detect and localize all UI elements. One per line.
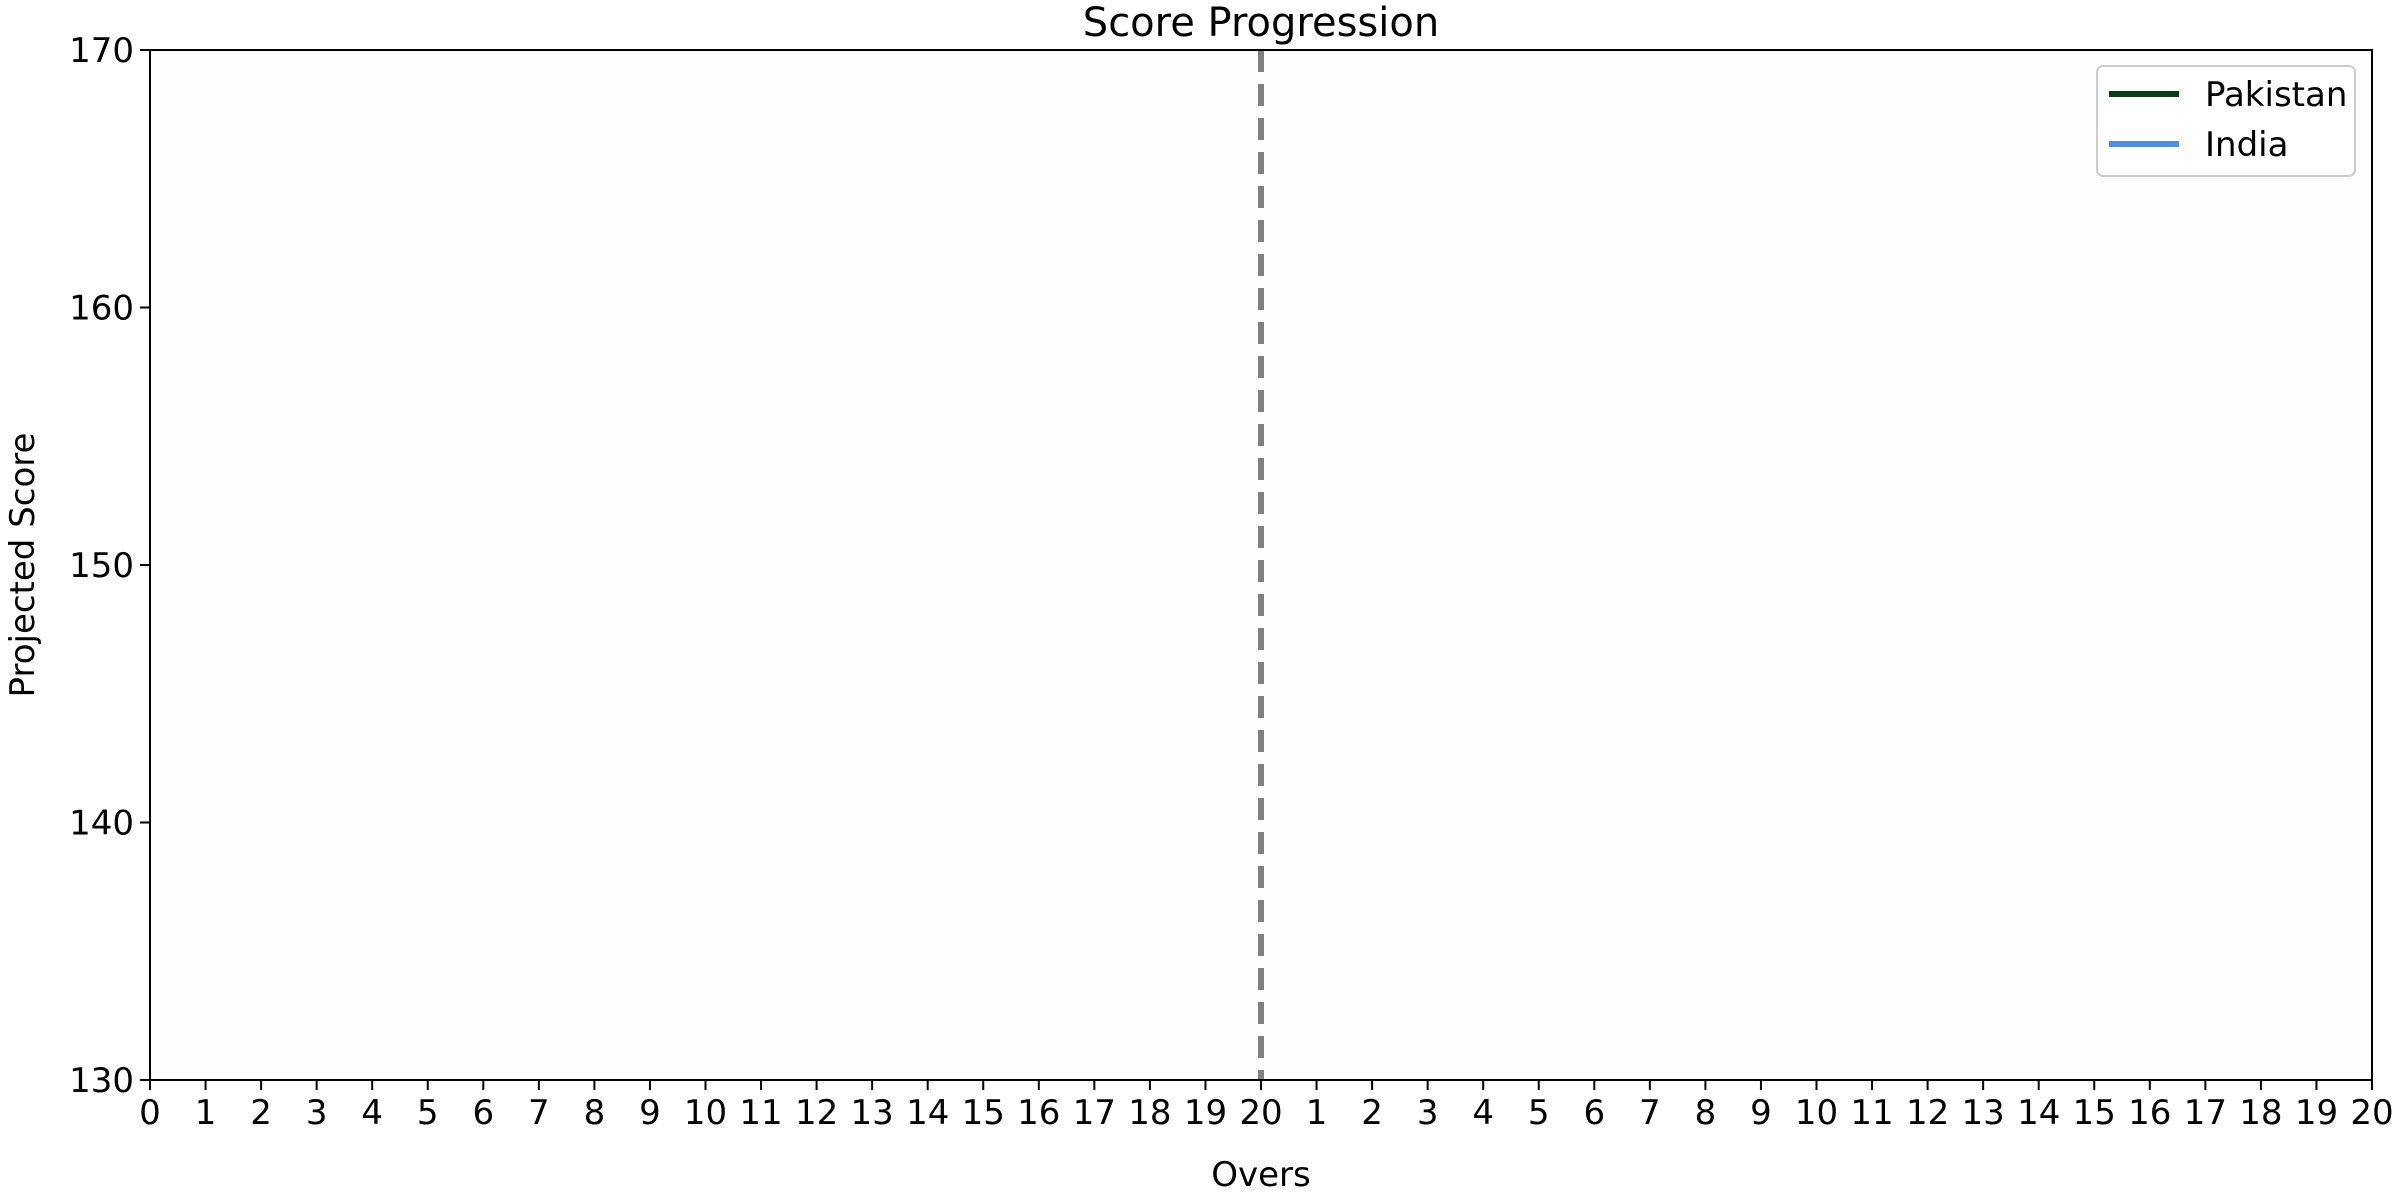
x-axis-title: Overs bbox=[1211, 1155, 1311, 1195]
x-tick-label: 11 bbox=[739, 1093, 782, 1133]
x-tick-label: 14 bbox=[906, 1093, 949, 1133]
x-tick-label: 5 bbox=[417, 1093, 439, 1133]
x-tick-label: 4 bbox=[1472, 1093, 1494, 1133]
chart-title: Score Progression bbox=[1083, 0, 1439, 46]
x-tick-label: 7 bbox=[1639, 1093, 1661, 1133]
x-tick-label: 3 bbox=[306, 1093, 328, 1133]
x-tick-label: 8 bbox=[584, 1093, 606, 1133]
y-tick-label: 140 bbox=[69, 804, 134, 844]
x-tick-label: 4 bbox=[361, 1093, 383, 1133]
x-tick-label: 19 bbox=[2295, 1093, 2338, 1133]
x-tick-label: 6 bbox=[1583, 1093, 1605, 1133]
x-tick-label: 6 bbox=[472, 1093, 494, 1133]
y-tick-label: 150 bbox=[69, 546, 134, 586]
x-tick-label: 1 bbox=[195, 1093, 217, 1133]
x-tick-label: 9 bbox=[1750, 1093, 1772, 1133]
x-tick-label: 16 bbox=[1017, 1093, 1060, 1133]
x-tick-label: 18 bbox=[2239, 1093, 2282, 1133]
x-tick-label: 20 bbox=[1239, 1093, 1282, 1133]
x-tick-label: 2 bbox=[250, 1093, 272, 1133]
y-tick-label: 170 bbox=[69, 31, 134, 71]
x-tick-label: 10 bbox=[1795, 1093, 1838, 1133]
x-tick-label: 0 bbox=[139, 1093, 161, 1133]
x-tick-label: 15 bbox=[962, 1093, 1005, 1133]
x-tick-label: 17 bbox=[2184, 1093, 2227, 1133]
x-tick-label: 15 bbox=[2073, 1093, 2116, 1133]
x-tick-label: 13 bbox=[851, 1093, 894, 1133]
x-tick-label: 13 bbox=[1962, 1093, 2005, 1133]
legend-label-pakistan: Pakistan bbox=[2205, 75, 2347, 115]
x-tick-label: 10 bbox=[684, 1093, 727, 1133]
y-tick-label: 130 bbox=[69, 1061, 134, 1101]
x-tick-label: 1 bbox=[1306, 1093, 1328, 1133]
x-tick-label: 12 bbox=[795, 1093, 838, 1133]
x-tick-label: 19 bbox=[1184, 1093, 1227, 1133]
x-tick-label: 18 bbox=[1128, 1093, 1171, 1133]
x-tick-label: 9 bbox=[639, 1093, 661, 1133]
x-tick-label: 14 bbox=[2017, 1093, 2060, 1133]
x-tick-label: 2 bbox=[1361, 1093, 1383, 1133]
y-axis-title: Projected Score bbox=[3, 433, 43, 698]
x-tick-label: 12 bbox=[1906, 1093, 1949, 1133]
legend: Pakistan India bbox=[2096, 65, 2356, 177]
x-tick-label: 11 bbox=[1850, 1093, 1893, 1133]
x-tick-label: 20 bbox=[2350, 1093, 2393, 1133]
x-tick-label: 3 bbox=[1417, 1093, 1439, 1133]
x-tick-label: 5 bbox=[1528, 1093, 1550, 1133]
x-tick-label: 17 bbox=[1073, 1093, 1116, 1133]
y-tick-label: 160 bbox=[69, 289, 134, 329]
legend-label-india: India bbox=[2205, 125, 2288, 165]
x-tick-label: 8 bbox=[1695, 1093, 1717, 1133]
x-tick-label: 7 bbox=[528, 1093, 550, 1133]
x-tick-label: 16 bbox=[2128, 1093, 2171, 1133]
